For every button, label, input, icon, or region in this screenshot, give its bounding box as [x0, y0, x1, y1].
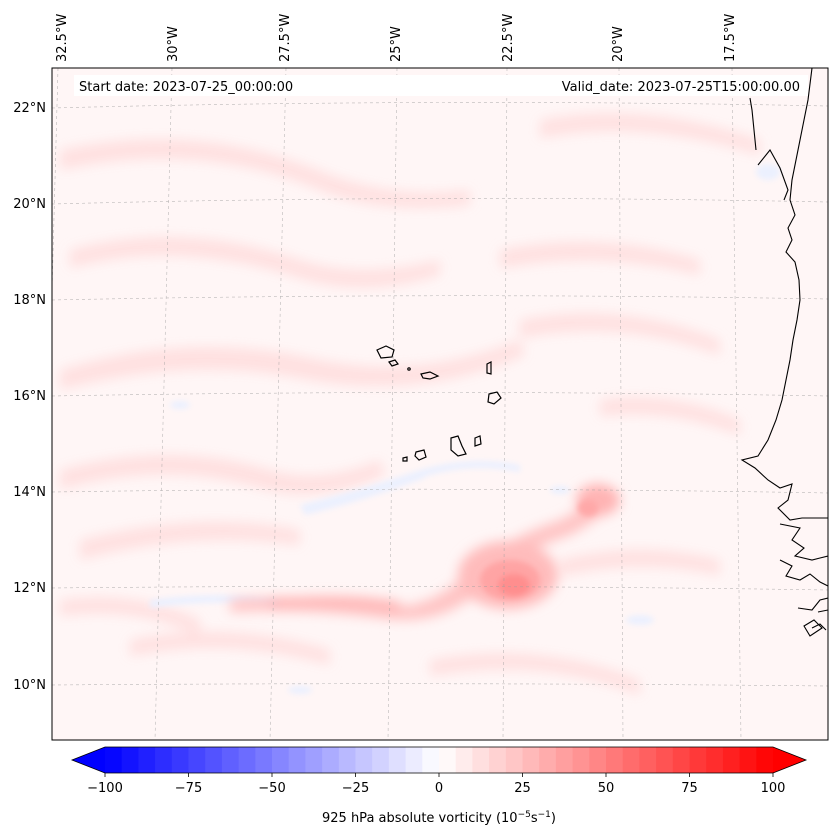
lon-label: 22.5°W — [501, 14, 516, 62]
colorbar-cell — [606, 747, 624, 773]
colorbar-cell — [372, 747, 390, 773]
colorbar-cell — [355, 747, 373, 773]
colorbar-cell — [155, 747, 173, 773]
lon-label: 30°W — [166, 26, 181, 62]
lon-label: 32.5°W — [55, 14, 70, 62]
lon-label: 25°W — [389, 26, 404, 62]
colorbar-cell — [138, 747, 156, 773]
colorbar-cell — [589, 747, 607, 773]
longitude-labels: 32.5°W 30°W 27.5°W 25°W 22.5°W 20°W 17.5… — [55, 14, 738, 62]
lat-label: 20°N — [13, 197, 46, 212]
colorbar-cell — [238, 747, 256, 773]
colorbar-cell — [205, 747, 223, 773]
colorbar-tick-label: −75 — [175, 781, 202, 796]
colorbar-cell — [706, 747, 724, 773]
island-sao-vicente — [388, 359, 399, 367]
colorbar-label: 925 hPa absolute vorticity (10−5s−1) — [322, 810, 556, 826]
lat-label: 12°N — [13, 581, 46, 596]
lon-label: 20°W — [611, 26, 626, 62]
colorbar-cell — [505, 747, 524, 773]
island-sal — [486, 361, 492, 375]
island-santiago — [450, 435, 467, 457]
island-sao-nicolau — [420, 371, 440, 380]
colorbar-cell — [305, 747, 323, 773]
island-fogo — [414, 449, 427, 461]
colorbar-cell — [572, 747, 590, 773]
colorbar-cell — [656, 747, 674, 773]
colorbar-cell — [288, 747, 306, 773]
colorbar-cell — [272, 747, 290, 773]
colorbar-cell — [439, 747, 457, 773]
colorbar-cell — [388, 747, 407, 773]
colorbar-tick-label: −100 — [87, 781, 123, 796]
lat-label: 18°N — [13, 293, 46, 308]
colorbar-cell — [689, 747, 707, 773]
colorbar-tick-label: −50 — [258, 781, 285, 796]
colorbar-tick-label: 0 — [435, 781, 443, 796]
lat-label: 22°N — [13, 101, 46, 116]
lon-label: 27.5°W — [278, 14, 293, 62]
colorbar-cell — [105, 747, 123, 773]
colorbar-cell — [188, 747, 206, 773]
colorbar-cell — [405, 747, 423, 773]
map-frame — [51, 67, 829, 741]
colorbar-cell — [739, 747, 757, 773]
graticule — [52, 68, 828, 740]
colorbar-tick-label: 25 — [514, 781, 531, 796]
lat-label: 10°N — [13, 678, 46, 693]
island-santo-antao — [376, 345, 395, 359]
island-brava — [402, 456, 408, 462]
colorbar-cell — [322, 747, 340, 773]
start-date-label: Start date: 2023-07-25_00:00:00 — [79, 80, 293, 95]
colorbar-min-extend — [72, 747, 105, 773]
colorbar-tick-label: 75 — [681, 781, 698, 796]
latitude-labels: 22°N 20°N 18°N 16°N 14°N 12°N 10°N — [13, 101, 46, 693]
lat-label: 16°N — [13, 389, 46, 404]
colorbar-cell — [722, 747, 741, 773]
colorbar-cell — [171, 747, 190, 773]
lon-label: 17.5°W — [723, 14, 738, 62]
colorbar-tick-label: 100 — [761, 781, 786, 796]
colorbar-cell — [455, 747, 473, 773]
colorbar-cell — [522, 747, 540, 773]
colorbar-cell — [622, 747, 640, 773]
colorbar: −100 −75 −50 −25 0 25 50 75 100 925 hPa absolute… — [70, 746, 808, 826]
colorbar-ticks: −100 −75 −50 −25 0 25 50 75 100 — [87, 773, 785, 796]
colorbar-cell — [121, 747, 139, 773]
colorbar-tick-label: 50 — [598, 781, 615, 796]
colorbar-cell — [255, 747, 273, 773]
coastline — [740, 68, 828, 637]
island-santa-luzia — [407, 367, 411, 371]
colorbar-cells — [105, 747, 774, 773]
colorbar-cell — [639, 747, 657, 773]
colorbar-cell — [555, 747, 574, 773]
colorbar-max-extend — [773, 747, 806, 773]
colorbar-cell — [539, 747, 557, 773]
colorbar-tick-label: −25 — [342, 781, 369, 796]
colorbar-cell — [672, 747, 691, 773]
island-maio — [474, 435, 482, 447]
colorbar-cell — [756, 747, 774, 773]
colorbar-cell — [489, 747, 507, 773]
valid-date-label: Valid_date: 2023-07-25T15:00:00.00 — [562, 80, 800, 95]
vorticity-map: Start date: 2023-07-25_00:00:00 Valid_da… — [13, 14, 829, 741]
island-boa-vista — [487, 391, 502, 405]
colorbar-cell — [338, 747, 357, 773]
colorbar-cell — [422, 747, 440, 773]
colorbar-cell — [472, 747, 490, 773]
colorbar-cell — [221, 747, 240, 773]
lat-label: 14°N — [13, 485, 46, 500]
cape-verde-islands — [376, 345, 502, 462]
date-info-box — [74, 75, 808, 96]
vorticity-field — [60, 113, 780, 695]
